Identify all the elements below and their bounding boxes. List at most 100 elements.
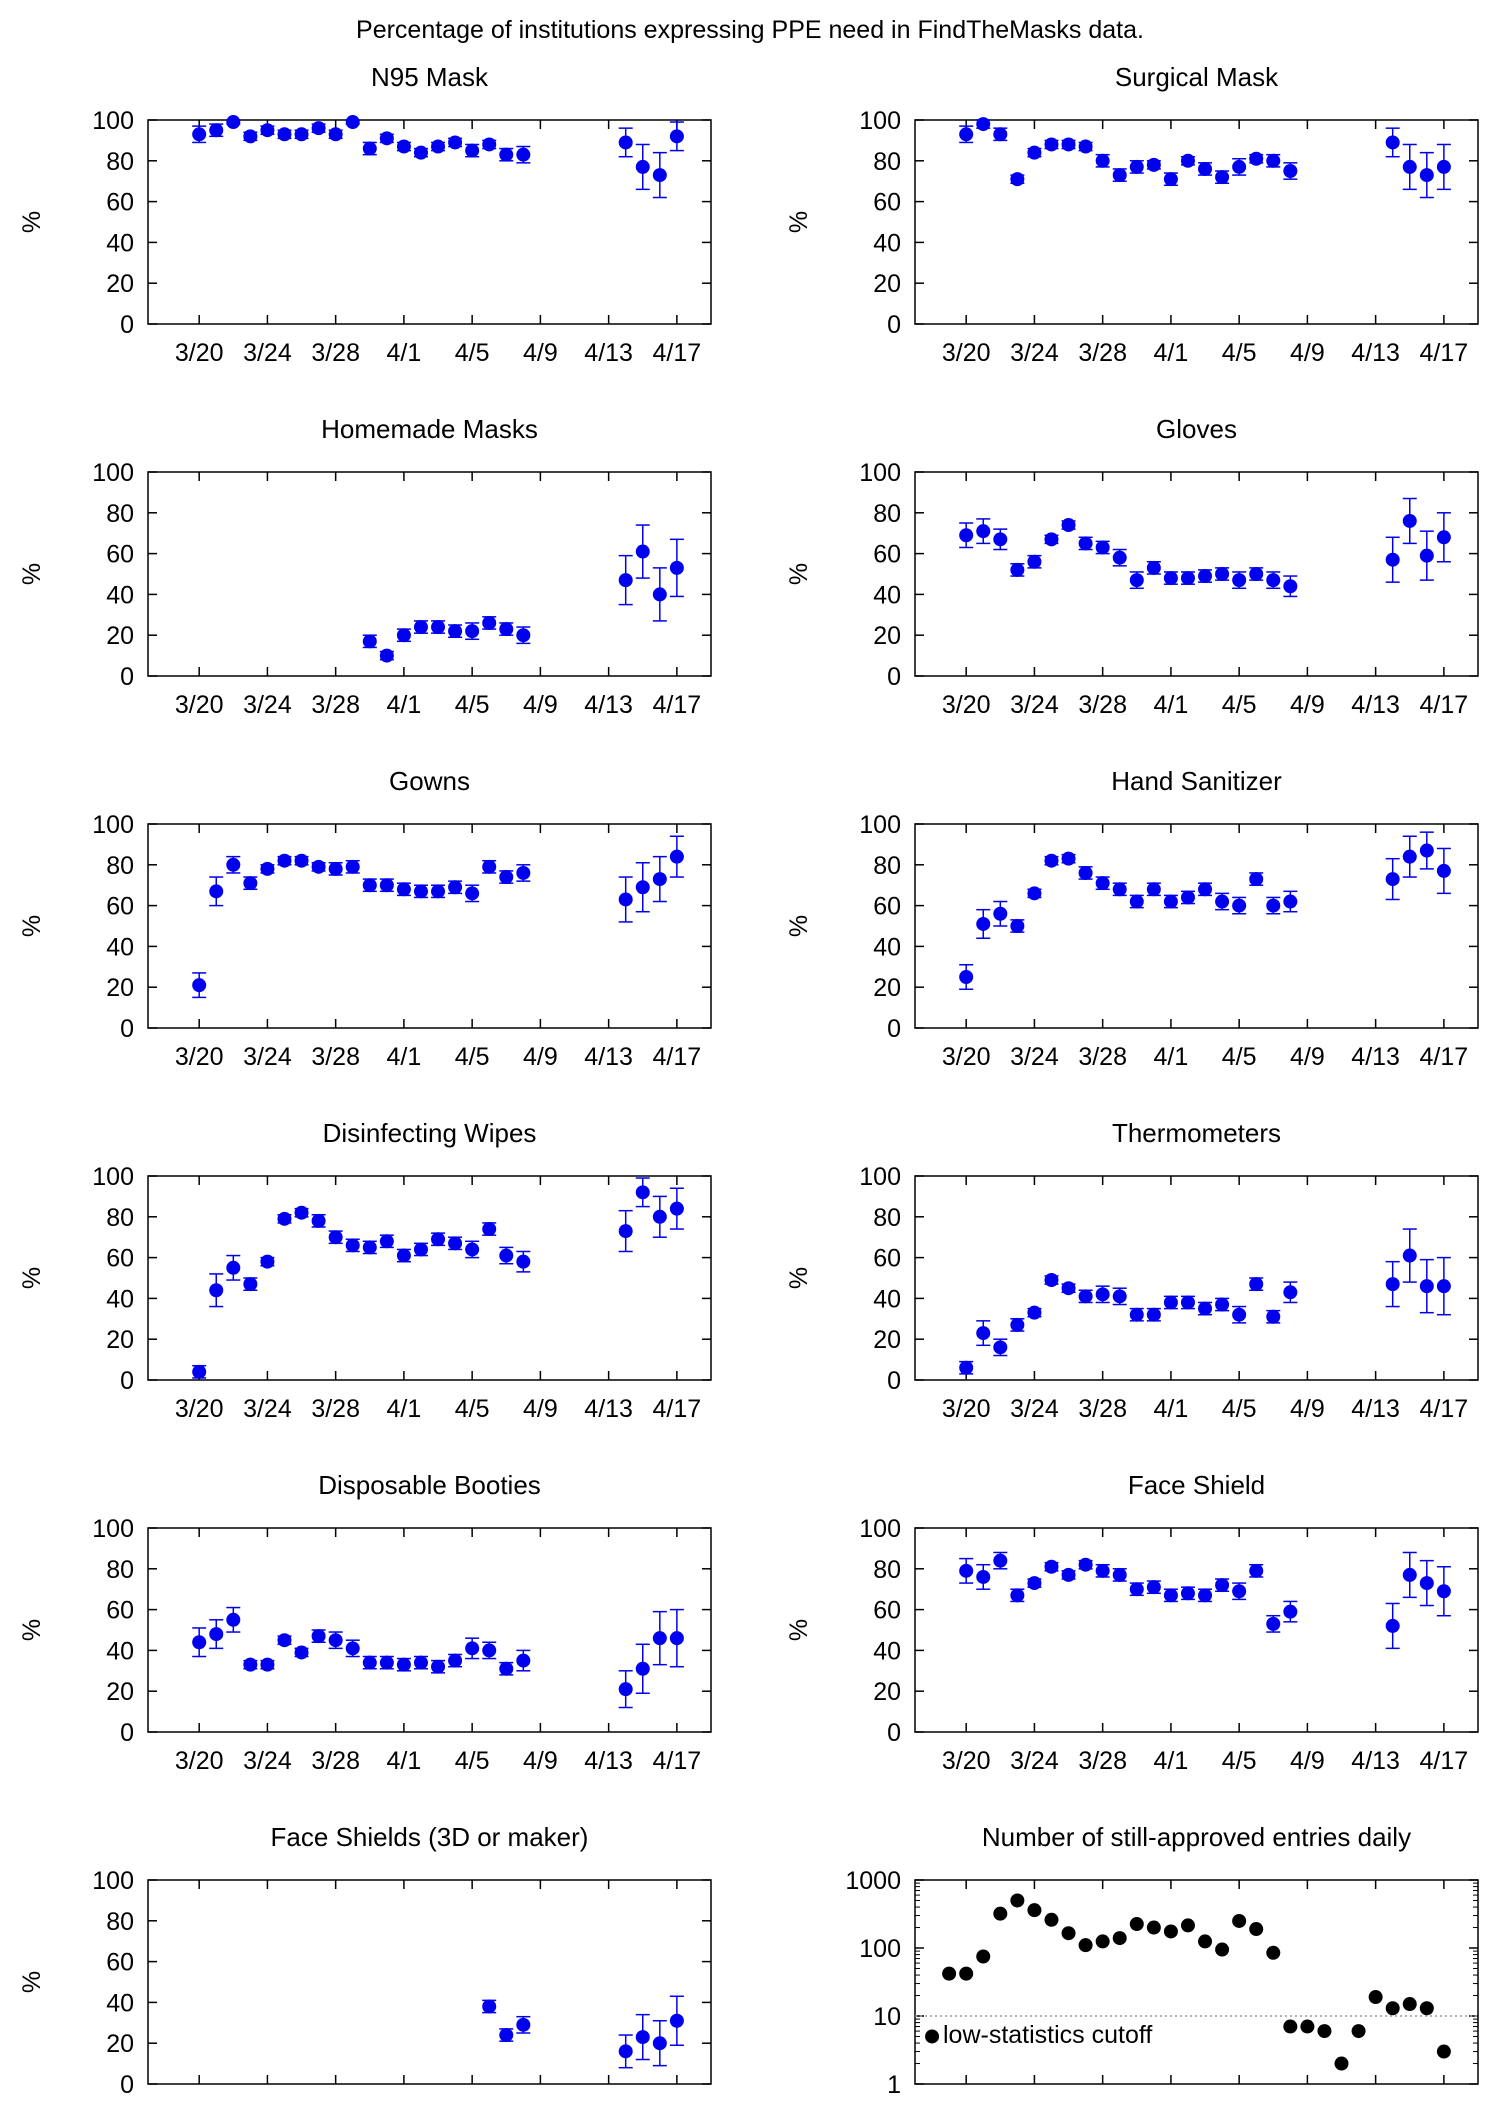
data-point xyxy=(1419,548,1434,563)
data-point xyxy=(993,532,1008,547)
data-point xyxy=(959,528,974,543)
data-point xyxy=(1010,562,1025,577)
data-point xyxy=(1215,567,1230,581)
data-point xyxy=(311,859,326,874)
x-tick-label: 4/1 xyxy=(1154,339,1189,367)
data-point xyxy=(516,1254,531,1269)
data-point xyxy=(1419,1279,1434,1294)
data-point xyxy=(516,628,531,643)
x-tick-label: 4/17 xyxy=(1420,691,1469,719)
x-tick-label: 4/17 xyxy=(653,339,702,367)
data-point xyxy=(1385,1277,1400,1292)
y-tick-label: 60 xyxy=(873,189,901,217)
data-point xyxy=(1044,1273,1059,1288)
data-point xyxy=(1163,571,1178,586)
data-point xyxy=(431,1232,446,1247)
y-tick-label: 0 xyxy=(120,311,134,339)
data-point xyxy=(243,1657,258,1672)
data-point xyxy=(413,1242,428,1257)
data-point xyxy=(1283,1604,1298,1619)
data-point xyxy=(1180,890,1195,905)
data-point xyxy=(1249,567,1264,581)
plot-frame xyxy=(147,823,712,1029)
chart-title: Gloves xyxy=(1156,414,1237,444)
data-point xyxy=(465,1641,480,1656)
x-tick-label: 3/24 xyxy=(1010,339,1059,367)
x-tick-label: 3/24 xyxy=(1010,1395,1059,1423)
data-point xyxy=(1146,157,1161,172)
data-point xyxy=(1317,2024,1332,2039)
x-tick-label: 3/28 xyxy=(1078,1043,1127,1071)
x-tick-label: 4/5 xyxy=(455,339,490,367)
x-tick-label: 3/20 xyxy=(942,1043,991,1071)
data-point xyxy=(209,1283,224,1298)
y-tick-label: 40 xyxy=(873,1637,901,1665)
x-tick-label: 3/20 xyxy=(942,339,991,367)
data-point xyxy=(1198,1588,1213,1603)
chart-title: Hand Sanitizer xyxy=(1111,766,1282,796)
plot-frame xyxy=(147,471,712,677)
plot-frame xyxy=(914,119,1479,325)
chart-title: Homemade Masks xyxy=(321,414,538,444)
y-axis-label: % xyxy=(785,1619,813,1641)
y-tick-label: 60 xyxy=(873,1597,901,1625)
data-point xyxy=(1436,159,1451,174)
data-point xyxy=(669,2013,684,2028)
data-point xyxy=(976,524,991,539)
data-point xyxy=(1266,573,1281,588)
x-tick-label: 3/24 xyxy=(243,1747,292,1775)
data-point xyxy=(652,872,667,887)
data-point xyxy=(499,1248,514,1263)
chart-title: Disinfecting Wipes xyxy=(323,1118,537,1148)
x-tick-label: 4/9 xyxy=(523,339,558,367)
data-point xyxy=(652,1209,667,1224)
y-tick-label: 0 xyxy=(120,1367,134,1395)
data-point xyxy=(1027,886,1042,901)
plot-frame xyxy=(147,1527,712,1733)
data-point xyxy=(669,129,684,144)
data-point xyxy=(1112,1931,1127,1946)
data-point xyxy=(1283,2019,1298,2034)
x-tick-label: 3/28 xyxy=(1078,1395,1127,1423)
x-tick-label: 4/13 xyxy=(1351,1043,1400,1071)
x-tick-label: 3/20 xyxy=(175,339,224,367)
y-tick-label: 100 xyxy=(859,1935,901,1963)
data-point xyxy=(1215,894,1230,909)
y-axis-label: % xyxy=(18,915,46,937)
data-point xyxy=(209,1627,224,1642)
data-point xyxy=(379,131,394,146)
x-tick-label: 4/9 xyxy=(523,1395,558,1423)
chart-panel: Thermometers% 0 20 40 60 80 100 3/20 3/24 3/28 4/1… xyxy=(785,1118,1479,1423)
x-tick-label: 3/24 xyxy=(243,339,292,367)
chart-title: Face Shield xyxy=(1128,1470,1265,1500)
data-point xyxy=(1112,1567,1127,1582)
y-tick-label: 0 xyxy=(120,1719,134,1747)
data-point xyxy=(209,884,224,899)
data-point xyxy=(976,1326,991,1341)
data-point xyxy=(1436,1584,1451,1599)
data-point xyxy=(1163,172,1178,187)
chart-title: N95 Mask xyxy=(371,62,489,92)
data-point xyxy=(277,1211,292,1226)
data-point xyxy=(379,1234,394,1249)
data-point xyxy=(959,1563,974,1578)
plot-frame xyxy=(914,1175,1479,1381)
data-point xyxy=(993,1906,1008,1921)
x-tick-label: 4/9 xyxy=(523,1747,558,1775)
data-point xyxy=(1436,2044,1451,2059)
data-point xyxy=(1078,865,1093,880)
data-point xyxy=(1095,1934,1110,1949)
data-point xyxy=(669,849,684,864)
data-point xyxy=(294,853,309,868)
data-point xyxy=(362,141,377,156)
data-point xyxy=(1249,1277,1264,1292)
data-point xyxy=(1266,1945,1281,1960)
data-point xyxy=(1010,919,1025,933)
x-tick-label: 3/20 xyxy=(175,1747,224,1775)
data-point xyxy=(362,878,377,893)
x-tick-label: 4/1 xyxy=(387,1043,422,1071)
data-point xyxy=(277,853,292,868)
data-point xyxy=(1027,145,1042,160)
